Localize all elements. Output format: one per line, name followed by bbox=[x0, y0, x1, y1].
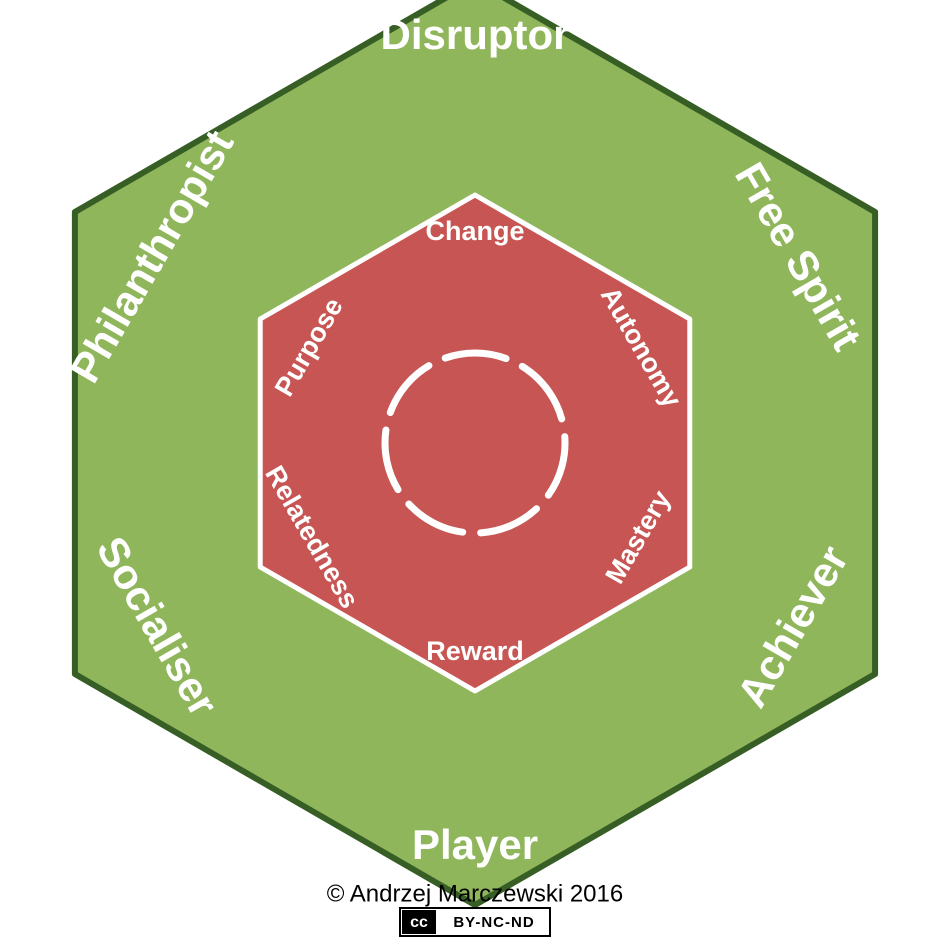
outer-label: Disruptor bbox=[381, 11, 570, 58]
license-badge: cc BY-NC-ND bbox=[400, 908, 550, 936]
outer-label: Player bbox=[412, 821, 538, 868]
license-label: BY-NC-ND bbox=[453, 914, 534, 931]
inner-label: Change bbox=[425, 216, 524, 246]
cc-icon: cc bbox=[410, 914, 428, 931]
copyright-text: © Andrzej Marczewski 2016 bbox=[327, 880, 623, 907]
inner-label: Reward bbox=[426, 636, 524, 666]
